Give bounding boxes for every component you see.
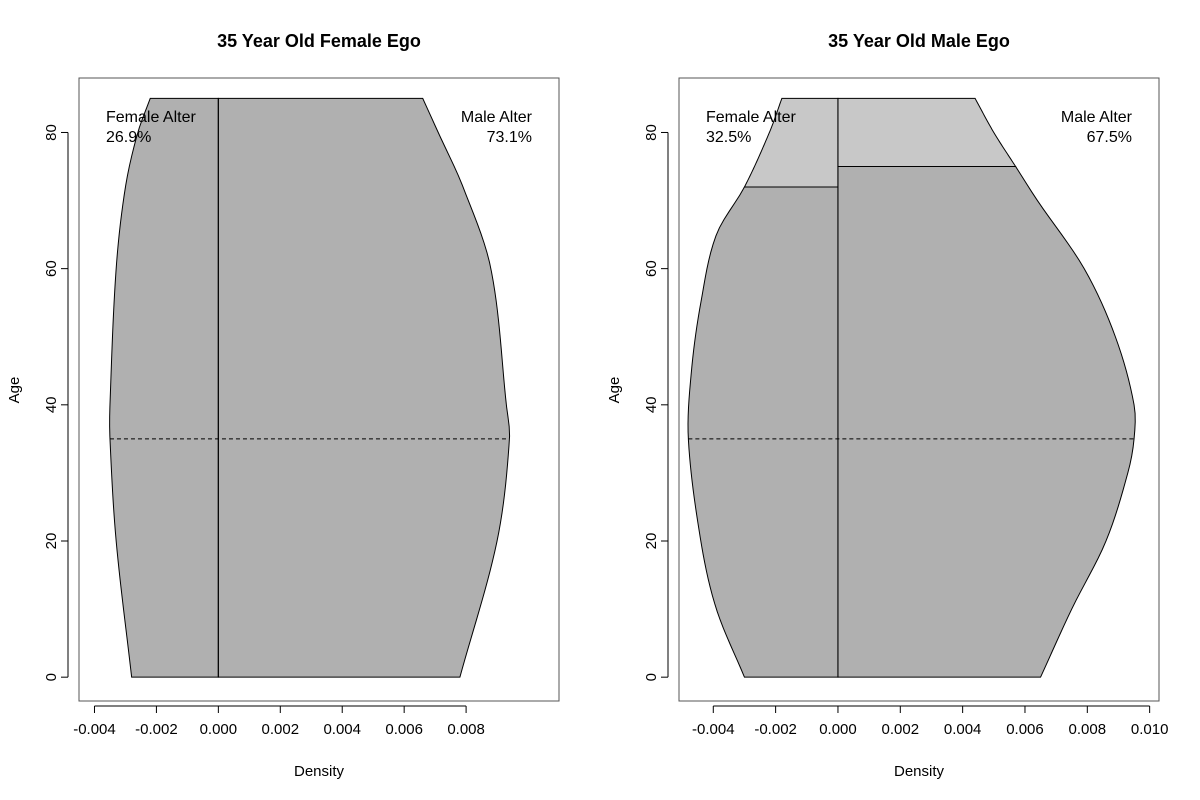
y-tick-label: 20: [643, 533, 660, 550]
male-alter-region-3: [837, 97, 1017, 168]
panel-male-ego: -0.004 -0.002 0.000 0.002 0.004 0.006 0.008 0.0…: [606, 31, 1168, 780]
x-tick-label: 0.004: [944, 721, 982, 738]
y-tick-label: 40: [43, 396, 60, 413]
y-tick-label: 20: [43, 533, 60, 550]
female-alter-label: Female Alter: [706, 109, 796, 126]
plot-area-female-ego: -0.004 -0.002 0.000 0.002 0.004 0.006 0.008 0 20…: [43, 97, 511, 738]
male-alter-label: Male Alter: [1061, 109, 1133, 126]
y-tick-label: 0: [43, 673, 60, 681]
plot-box: [78, 77, 560, 702]
y-tick-label: 80: [43, 124, 60, 141]
x-tick-label: -0.002: [754, 721, 797, 738]
female-alter-region-0: [687, 186, 839, 678]
x-axis-label: Density: [294, 763, 345, 780]
x-tick-label: 0.006: [385, 721, 423, 738]
x-tick-label: 0.008: [1069, 721, 1107, 738]
chart-title: 35 Year Old Male Ego: [828, 31, 1010, 51]
y-tick-label: 60: [43, 260, 60, 277]
female-alter-label: Female Alter: [106, 109, 196, 126]
y-tick-label: 40: [643, 396, 660, 413]
x-axis-label: Density: [894, 763, 945, 780]
x-tick-label: 0.004: [323, 721, 361, 738]
female-alter-share: 32.5%: [706, 129, 751, 146]
x-tick-label: -0.004: [692, 721, 735, 738]
x-tick-label: 0.002: [262, 721, 300, 738]
female-alter-region-0: [109, 97, 219, 678]
x-tick-label: 0.000: [200, 721, 238, 738]
x-tick-label: 0.006: [1006, 721, 1044, 738]
plot-area-male-ego: -0.004 -0.002 0.000 0.002 0.004 0.006 0.008 0.0…: [643, 97, 1169, 738]
male-alter-share: 67.5%: [1087, 129, 1132, 146]
male-alter-label: Male Alter: [461, 109, 533, 126]
x-tick-label: 0.000: [819, 721, 857, 738]
y-tick-label: 80: [643, 124, 660, 141]
y-axis-label: Age: [606, 377, 623, 404]
y-axis-label: Age: [6, 377, 23, 404]
female-alter-region-1: [743, 97, 839, 188]
female-alter-share: 26.9%: [106, 129, 151, 146]
x-tick-label: -0.004: [73, 721, 116, 738]
plot-box: [678, 77, 1160, 702]
x-tick-label: 0.008: [447, 721, 485, 738]
y-tick-label: 0: [643, 673, 660, 681]
x-tick-label: 0.010: [1131, 721, 1169, 738]
male-alter-share: 73.1%: [487, 129, 532, 146]
x-tick-label: 0.002: [882, 721, 920, 738]
male-alter-region-1: [217, 97, 511, 678]
x-tick-label: -0.002: [135, 721, 178, 738]
chart-title: 35 Year Old Female Ego: [217, 31, 421, 51]
panel-female-ego: -0.004 -0.002 0.000 0.002 0.004 0.006 0.008 0 20…: [6, 31, 560, 780]
male-alter-region-2: [837, 166, 1136, 678]
y-tick-label: 60: [643, 260, 660, 277]
